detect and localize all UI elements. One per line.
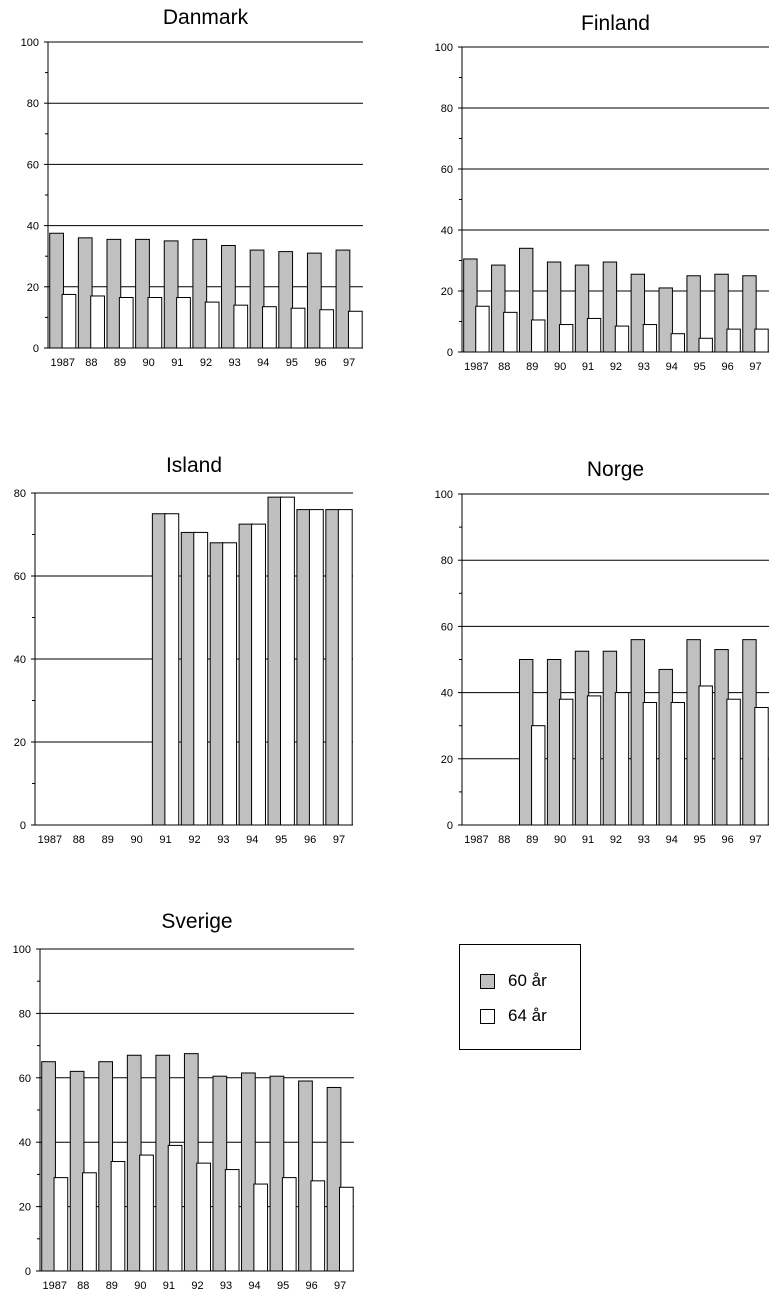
y-tick-label: 80	[19, 1008, 31, 1020]
bar-64	[83, 1173, 97, 1271]
bar-60	[99, 1062, 113, 1271]
x-tick-label: 90	[134, 1280, 146, 1292]
bar-64	[254, 1184, 268, 1271]
bar-60	[299, 1081, 313, 1271]
chart-sverige: Sverige 0 20 40 60 80 100 1987 88 89 90 91 92 93 94 95…	[0, 0, 380, 1299]
x-tick-label: 95	[277, 1280, 289, 1292]
bar-64	[197, 1163, 211, 1271]
bar-64	[282, 1178, 296, 1271]
bar-64	[225, 1170, 239, 1271]
bar-60	[327, 1087, 341, 1271]
bar-60	[156, 1055, 170, 1271]
x-tick-label: 89	[106, 1280, 118, 1292]
bar-64	[111, 1162, 125, 1271]
bar-64	[54, 1178, 68, 1271]
bar-64	[311, 1181, 325, 1271]
y-tick-label: 20	[19, 1202, 31, 1214]
legend-item-60: 60 år	[480, 969, 547, 993]
y-tick-label: 0	[25, 1266, 31, 1278]
chart-legend: 60 år 64 år	[459, 944, 581, 1050]
x-tick-label: 91	[163, 1280, 175, 1292]
x-tick-label: 97	[334, 1280, 346, 1292]
x-tick-label: 1987	[42, 1280, 66, 1292]
bar-60	[184, 1054, 198, 1271]
legend-swatch-64	[480, 1009, 495, 1024]
bar-60	[42, 1062, 56, 1271]
bar-64	[339, 1187, 353, 1271]
y-tick-label: 100	[13, 944, 31, 956]
legend-item-64: 64 år	[480, 1004, 547, 1028]
legend-label: 60 år	[508, 971, 547, 991]
bar-60	[127, 1055, 141, 1271]
bar-64	[140, 1155, 154, 1271]
x-tick-label: 96	[306, 1280, 318, 1292]
x-tick-label: 93	[220, 1280, 232, 1292]
y-tick-label: 60	[19, 1073, 31, 1085]
bar-60	[213, 1076, 227, 1271]
bar-60	[242, 1073, 256, 1271]
x-tick-label: 94	[248, 1280, 260, 1292]
legend-label: 64 år	[508, 1006, 547, 1026]
bar-64	[168, 1145, 182, 1271]
bar-60	[270, 1076, 284, 1271]
legend-swatch-60	[480, 974, 495, 989]
bar-60	[70, 1071, 84, 1271]
x-tick-label: 92	[191, 1280, 203, 1292]
x-tick-label: 88	[77, 1280, 89, 1292]
y-tick-label: 40	[19, 1137, 31, 1149]
